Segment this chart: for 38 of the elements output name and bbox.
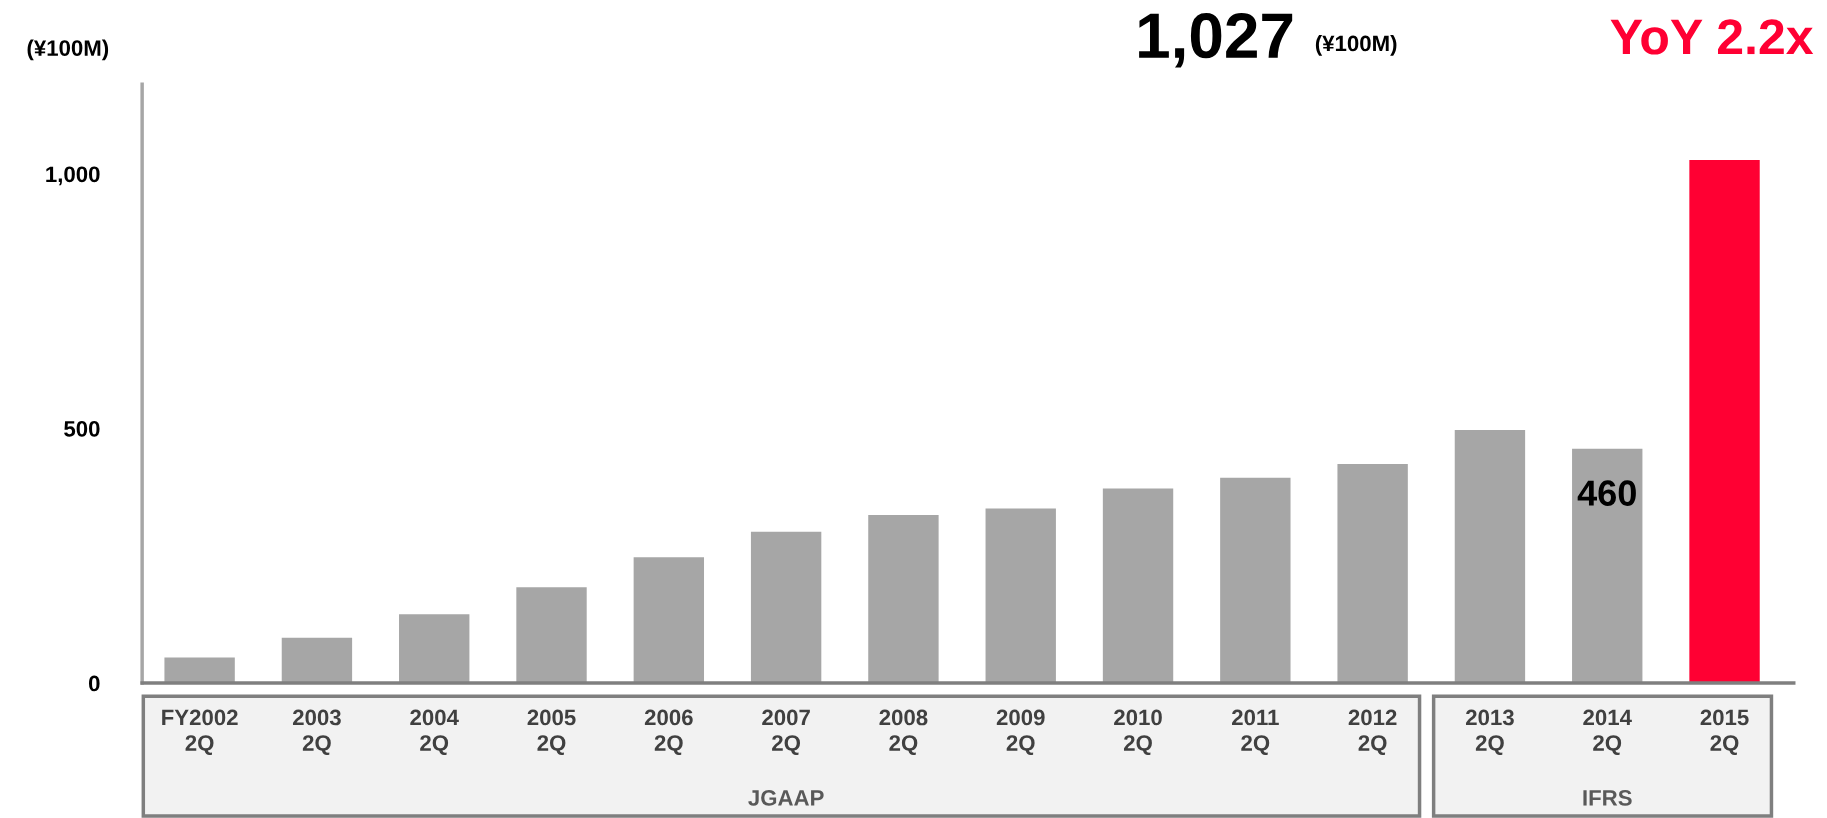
text: YoY 2.2x xyxy=(1610,19,1814,55)
bar xyxy=(868,515,939,684)
bar xyxy=(399,614,470,684)
text: JGAAP xyxy=(748,790,824,806)
bar xyxy=(1689,160,1760,684)
x-tick-label: 2012 2Q xyxy=(1348,709,1397,756)
bar xyxy=(1220,477,1291,684)
x-tick-label: 2007 2Q xyxy=(762,709,810,756)
text: IFRS xyxy=(1583,790,1632,806)
bar xyxy=(281,637,353,684)
bar xyxy=(750,531,822,684)
x-tick-label: 2011 2Q xyxy=(1232,709,1279,756)
bar xyxy=(633,557,705,684)
bar xyxy=(1454,429,1526,684)
y-tick-label: 500 xyxy=(64,420,100,437)
x-tick-label: FY2002 2Q xyxy=(162,709,238,756)
text: (¥100M) xyxy=(1315,34,1397,56)
x-tick-label: 2004 2Q xyxy=(410,709,459,756)
y-tick-label: 0 xyxy=(88,675,100,692)
bar xyxy=(985,508,1056,684)
bar xyxy=(1337,464,1408,684)
x-tick-label: 2003 2Q xyxy=(292,709,341,756)
text: 1,027 xyxy=(1139,13,1293,68)
y-tick-label: 1,000 xyxy=(46,166,100,186)
bar xyxy=(516,587,587,684)
x-tick-label: 2009 2Q xyxy=(996,709,1045,756)
bar xyxy=(164,657,235,684)
x-tick-label: 2006 2Q xyxy=(644,709,693,756)
x-tick-label: 2014 2Q xyxy=(1583,709,1632,756)
data-label: 460 xyxy=(1577,480,1636,506)
x-tick-label: 2015 2Q xyxy=(1700,709,1749,756)
bar xyxy=(1572,448,1643,684)
bar xyxy=(1102,488,1174,684)
x-tick-label: 2008 2Q xyxy=(879,709,928,756)
x-tick-label: 2013 2Q xyxy=(1465,709,1514,756)
x-tick-label: 2005 2Q xyxy=(527,709,576,756)
x-tick-label: 2010 2Q xyxy=(1114,709,1162,756)
y-axis-title: (¥100M) xyxy=(27,39,109,61)
